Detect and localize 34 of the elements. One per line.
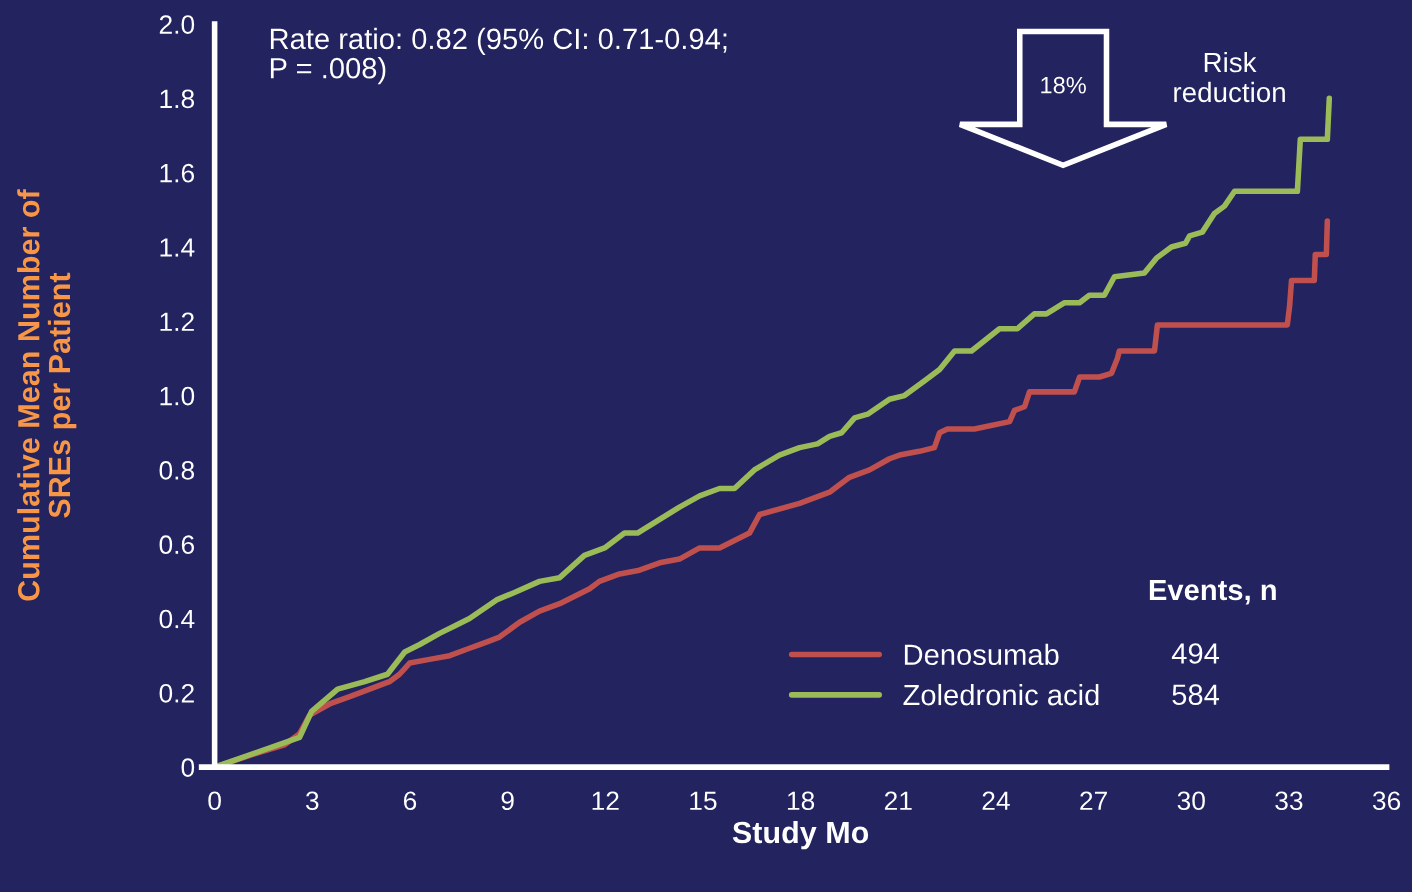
annotation: Rate ratio: 0.82 (95% CI: 0.71-0.94; P = .008)	[270, 27, 727, 85]
x-tick-label: 12	[592, 791, 619, 810]
annotation: 18%	[1041, 76, 1086, 94]
annotation: Risk reduction	[1174, 51, 1285, 103]
y-tick-label: 1.4	[160, 238, 195, 257]
y-tick-label: 0	[181, 758, 195, 777]
x-tick-label: 21	[884, 791, 912, 810]
y-tick-label: 1.2	[160, 312, 194, 331]
y-tick-label: 0.8	[159, 461, 195, 480]
legend-title: Events, n	[1149, 579, 1276, 605]
y-tick-label: 1.8	[160, 89, 195, 109]
x-tick-label: 6	[403, 791, 417, 811]
y-tick-label: 0.2	[159, 683, 194, 703]
x-tick-label: 15	[690, 791, 717, 811]
x-tick-label: 18	[787, 791, 815, 811]
x-axis-title: Study Mo	[732, 820, 869, 850]
x-tick-label: 9	[501, 791, 514, 811]
x-tick-label: 36	[1372, 791, 1401, 811]
legend-label: Denosumab	[904, 643, 1059, 666]
y-axis-title: Cumulative Mean Number of SREs per Patient	[17, 189, 77, 601]
legend-label: Zoledronic acid	[903, 683, 1099, 706]
x-tick-label: 27	[1080, 791, 1107, 810]
annotation: 494	[1171, 643, 1220, 664]
annotation: 584	[1172, 684, 1220, 705]
y-tick-label: 2.0	[159, 15, 195, 34]
x-tick-label: 3	[305, 791, 319, 811]
x-tick-label: 24	[982, 791, 1010, 810]
x-tick-label: 0	[208, 791, 221, 811]
y-tick-label: 1.6	[160, 163, 195, 183]
x-tick-label: 30	[1177, 791, 1205, 811]
y-tick-label: 1.0	[160, 386, 195, 406]
x-tick-label: 33	[1275, 791, 1303, 811]
y-tick-label: 0.6	[159, 535, 195, 555]
y-tick-label: 0.4	[159, 609, 195, 629]
